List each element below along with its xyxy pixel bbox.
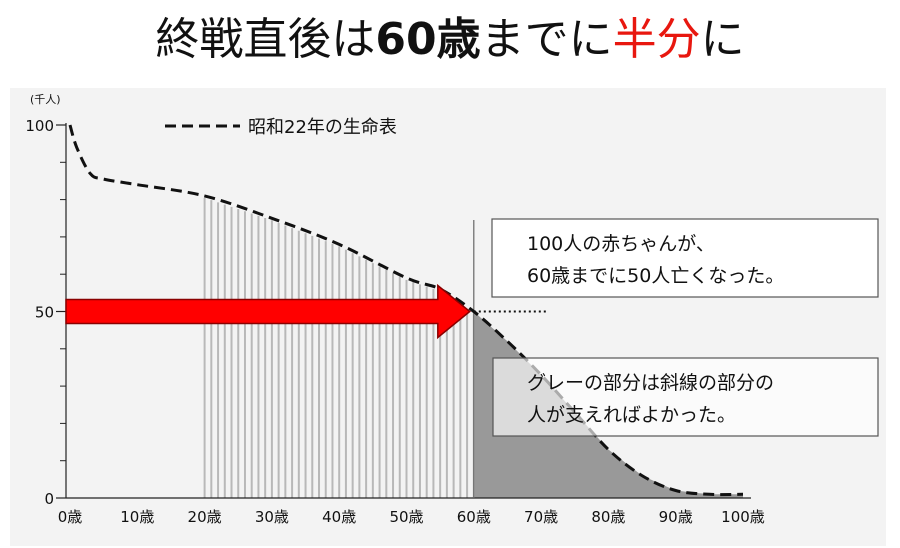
x-tick-label: 30歳 [255,508,289,526]
annotation-box-1 [491,218,879,298]
title-part-1: 終戦直後は [155,14,376,65]
chart-title: 終戦直後は60歳までに半分に [0,4,900,76]
x-tick-label: 20歳 [188,508,222,526]
x-tick-label: 80歳 [591,508,625,526]
x-tick-label: 10歳 [120,508,154,526]
legend-label: 昭和22年の生命表 [248,117,397,138]
y-tick-label: 0 [44,490,54,508]
annotation-2-line-2: 人が支えればよかった。 [527,404,736,426]
x-tick-label: 50歳 [389,508,423,526]
y-tick-label: 100 [25,117,54,135]
x-tick-label: 100歳 [721,508,765,526]
title-part-4: 半分 [612,14,701,65]
survival-curve-line [68,124,744,497]
annotation-box-2 [492,357,879,437]
title-part-3: までに [480,14,613,65]
annotation-1-line-2: 60歳までに50人亡くなった。 [527,265,784,287]
x-tick-label: 90歳 [659,508,693,526]
gray-region [473,311,743,498]
title-part-5: に [700,14,745,65]
y-unit-label: (千人) [30,93,61,106]
annotation-1-line-1: 100人の赤ちゃんが、 [527,233,715,255]
annotation-2-line-1: グレーの部分は斜線の部分の [527,372,774,394]
x-tick-label: 70歳 [524,508,558,526]
x-tick-label: 0歳 [58,508,83,526]
title-part-2: 60歳 [375,14,481,65]
y-tick-label: 50 [35,304,54,322]
red-arrow [65,283,471,340]
x-tick-label: 60歳 [457,508,491,526]
x-tick-label: 40歳 [322,508,356,526]
